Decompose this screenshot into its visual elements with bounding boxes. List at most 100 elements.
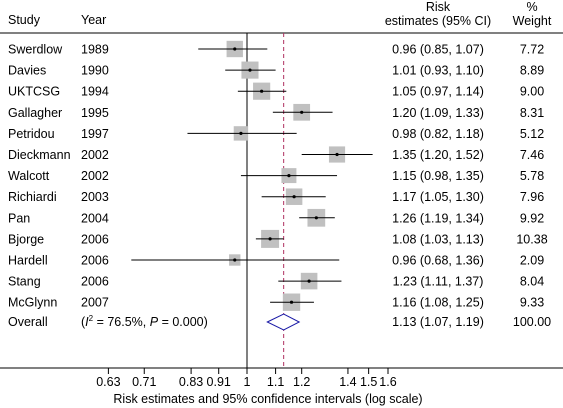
study-name: Walcott [8, 169, 50, 183]
study-name: Pan [8, 211, 30, 225]
study-row: Bjorge 2006 1.08 (1.03, 1.13) 10.38 [8, 229, 548, 248]
study-name: McGlynn [8, 296, 57, 310]
study-weight: 7.72 [520, 43, 544, 57]
study-row: McGlynn 2007 1.16 (1.08, 1.25) 9.33 [8, 293, 544, 311]
overall-heterogeneity: (I2 = 76.5%, P = 0.000) [81, 314, 208, 329]
header-estimate-line1: Risk [426, 0, 451, 14]
x-tick-label: 0.91 [207, 375, 231, 389]
study-row: Stang 2006 1.23 (1.11, 1.37) 8.04 [8, 272, 544, 290]
study-row: Gallagher 1995 1.20 (1.09, 1.33) 8.31 [8, 103, 544, 121]
study-year: 1994 [81, 85, 109, 99]
point-estimate [292, 195, 296, 199]
study-name: Dieckmann [8, 148, 71, 162]
study-weight: 9.00 [520, 85, 544, 99]
study-ci-text: 1.01 (0.93, 1.10) [392, 64, 484, 78]
x-tick-label: 1.2 [293, 375, 310, 389]
x-tick-label: 0.63 [96, 375, 120, 389]
point-estimate [300, 110, 304, 114]
study-year: 2002 [81, 169, 109, 183]
study-year: 1990 [81, 64, 109, 78]
study-name: Richiardi [8, 190, 57, 204]
point-estimate [268, 237, 272, 241]
study-row: Swerdlow 1989 0.96 (0.85, 1.07) 7.72 [8, 40, 544, 58]
study-ci-text: 0.96 (0.68, 1.36) [392, 254, 484, 268]
overall-diamond [266, 313, 301, 331]
point-estimate [314, 216, 318, 220]
study-name: UKTCSG [8, 85, 60, 99]
header-weight-line1: % [526, 0, 537, 14]
point-estimate [260, 89, 264, 93]
point-estimate [233, 47, 237, 51]
study-weight: 10.38 [516, 232, 547, 246]
study-rows: Swerdlow 1989 0.96 (0.85, 1.07) 7.72 Davies 1… [8, 40, 548, 311]
overall-row: Overall (I2 = 76.5%, P = 0.000) 1.13 (1.… [8, 313, 551, 331]
point-estimate [335, 152, 339, 157]
point-estimate [248, 68, 252, 72]
study-year: 2007 [81, 296, 109, 310]
study-weight: 8.31 [520, 106, 544, 120]
overall-weight: 100.00 [513, 315, 551, 329]
study-weight: 2.09 [520, 254, 544, 268]
study-name: Davies [8, 64, 46, 78]
x-tick-label: 0.71 [132, 375, 156, 389]
study-row: Hardell 2006 0.96 (0.68, 1.36) 2.09 [8, 254, 544, 268]
study-name: Bjorge [8, 232, 44, 246]
study-weight: 8.89 [520, 64, 544, 78]
study-weight: 5.78 [520, 169, 544, 183]
study-year: 2004 [81, 211, 109, 225]
study-row: Richiardi 2003 1.17 (1.05, 1.30) 7.96 [8, 188, 544, 205]
study-year: 2006 [81, 254, 109, 268]
study-year: 1989 [81, 43, 109, 57]
study-year: 1997 [81, 127, 109, 141]
study-ci-text: 1.16 (1.08, 1.25) [392, 296, 484, 310]
point-estimate [239, 131, 243, 135]
point-estimate [307, 279, 311, 283]
x-tick-label: 0.83 [179, 375, 203, 389]
study-ci-text: 1.08 (1.03, 1.13) [392, 232, 484, 246]
study-row: Dieckmann 2002 1.35 (1.20, 1.52) 7.46 [8, 146, 544, 163]
study-weight: 7.46 [520, 148, 544, 162]
x-tick-label: 1.6 [379, 375, 396, 389]
study-ci-text: 1.35 (1.20, 1.52) [392, 148, 484, 162]
study-weight: 9.33 [520, 296, 544, 310]
study-name: Petridou [8, 127, 55, 141]
study-row: Pan 2004 1.26 (1.19, 1.34) 9.92 [8, 208, 544, 227]
study-ci-text: 1.15 (0.98, 1.35) [392, 169, 484, 183]
study-row: Davies 1990 1.01 (0.93, 1.10) 8.89 [8, 61, 544, 79]
overall-ci-text: 1.13 (1.07, 1.19) [392, 315, 484, 329]
study-year: 2002 [81, 148, 109, 162]
study-row: Petridou 1997 0.98 (0.82, 1.18) 5.12 [8, 126, 544, 141]
study-name: Stang [8, 275, 41, 289]
study-weight: 7.96 [520, 190, 544, 204]
study-year: 1995 [81, 106, 109, 120]
x-tick-label: 1.1 [267, 375, 284, 389]
study-ci-text: 1.26 (1.19, 1.34) [392, 211, 484, 225]
study-name: Gallagher [8, 106, 62, 120]
study-row: UKTCSG 1994 1.05 (0.97, 1.14) 9.00 [8, 82, 544, 100]
study-year: 2003 [81, 190, 109, 204]
study-ci-text: 1.05 (0.97, 1.14) [392, 85, 484, 99]
x-tick-label: 1 [244, 375, 251, 389]
study-ci-text: 0.98 (0.82, 1.18) [392, 127, 484, 141]
study-weight: 5.12 [520, 127, 544, 141]
point-estimate [289, 300, 294, 304]
study-ci-text: 0.96 (0.85, 1.07) [392, 43, 484, 57]
study-row: Walcott 2002 1.15 (0.98, 1.35) 5.78 [8, 168, 544, 183]
study-weight: 8.04 [520, 275, 544, 289]
study-year: 2006 [81, 232, 109, 246]
header-study: Study [8, 13, 41, 27]
study-year: 2006 [81, 275, 109, 289]
x-tick-label: 1.4 [339, 375, 356, 389]
study-weight: 9.92 [520, 211, 544, 225]
study-name: Hardell [8, 254, 48, 268]
x-axis-ticks: 0.63 0.71 0.83 0.91 1 1.1 1.2 1.4 1.5 1.6 [96, 368, 397, 389]
x-tick-label: 1.5 [360, 375, 377, 389]
study-ci-text: 1.17 (1.05, 1.30) [392, 190, 484, 204]
overall-label: Overall [8, 315, 48, 329]
study-ci-text: 1.20 (1.09, 1.33) [392, 106, 484, 120]
x-axis-label: Risk estimates and 95% confidence interv… [113, 392, 422, 406]
study-name: Swerdlow [8, 43, 63, 57]
point-estimate [287, 174, 291, 178]
header-estimate-line2: estimates (95% CI) [385, 14, 491, 28]
